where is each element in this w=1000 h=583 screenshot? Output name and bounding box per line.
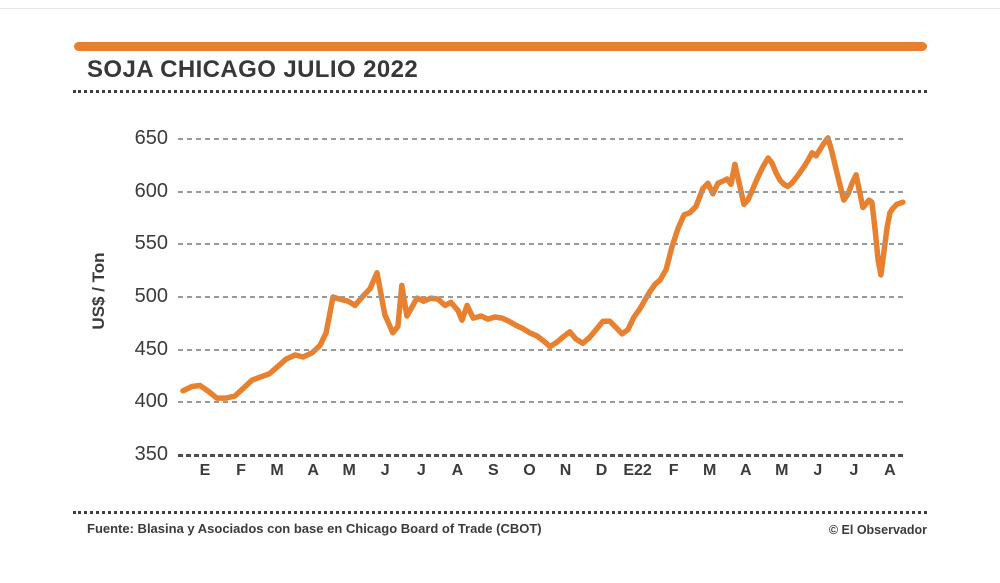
x-tick-label: D xyxy=(595,462,608,479)
source-text: Fuente: Blasina y Asociados con base en … xyxy=(87,521,542,536)
x-tick-label: E22 xyxy=(623,462,652,479)
x-tick-label: F xyxy=(668,462,679,479)
y-tick-label: 550 xyxy=(134,232,168,255)
y-tick-label: 600 xyxy=(134,179,168,202)
x-tick-label: M xyxy=(775,462,789,479)
y-tick-label: 500 xyxy=(134,285,168,307)
copyright-text: © El Observador xyxy=(828,523,927,537)
x-tick-label: A xyxy=(739,462,752,479)
x-tick-label: M xyxy=(270,462,284,479)
x-tick-label: F xyxy=(236,462,246,479)
price-line xyxy=(180,135,906,401)
y-tick-label: 650 xyxy=(134,127,168,149)
x-tick-label: A xyxy=(884,462,896,479)
y-tick-label: 400 xyxy=(134,390,168,413)
x-tick-label: N xyxy=(559,462,572,479)
x-tick-label: J xyxy=(380,462,390,479)
gridline-400 xyxy=(178,401,905,404)
gridline-650 xyxy=(178,138,905,140)
top-hairline xyxy=(0,8,1000,9)
x-tick-label: S xyxy=(488,462,499,479)
x-tick-label: E xyxy=(199,462,211,479)
x-tick-label: J xyxy=(416,462,426,479)
gridline-450 xyxy=(178,348,905,351)
gridline-550 xyxy=(178,243,905,246)
x-tick-label: O xyxy=(523,462,536,479)
x-tick-label: A xyxy=(307,462,319,479)
top-accent-bar xyxy=(74,42,927,51)
gridline-600 xyxy=(178,190,905,193)
footer-divider-dots xyxy=(73,511,927,514)
x-tick-label: A xyxy=(451,462,464,479)
y-tick-label: 450 xyxy=(134,337,168,360)
chart-title: SOJA CHICAGO JULIO 2022 xyxy=(87,56,419,83)
x-tick-label: J xyxy=(813,462,823,479)
x-tick-label: M xyxy=(703,462,717,479)
y-tick-label: 350 xyxy=(134,443,168,465)
x-tick-label: M xyxy=(342,462,356,479)
title-underline-dots xyxy=(73,90,927,93)
x-tick-label: J xyxy=(849,462,859,479)
gridline-500 xyxy=(178,296,905,298)
gridline-350 xyxy=(178,454,905,457)
